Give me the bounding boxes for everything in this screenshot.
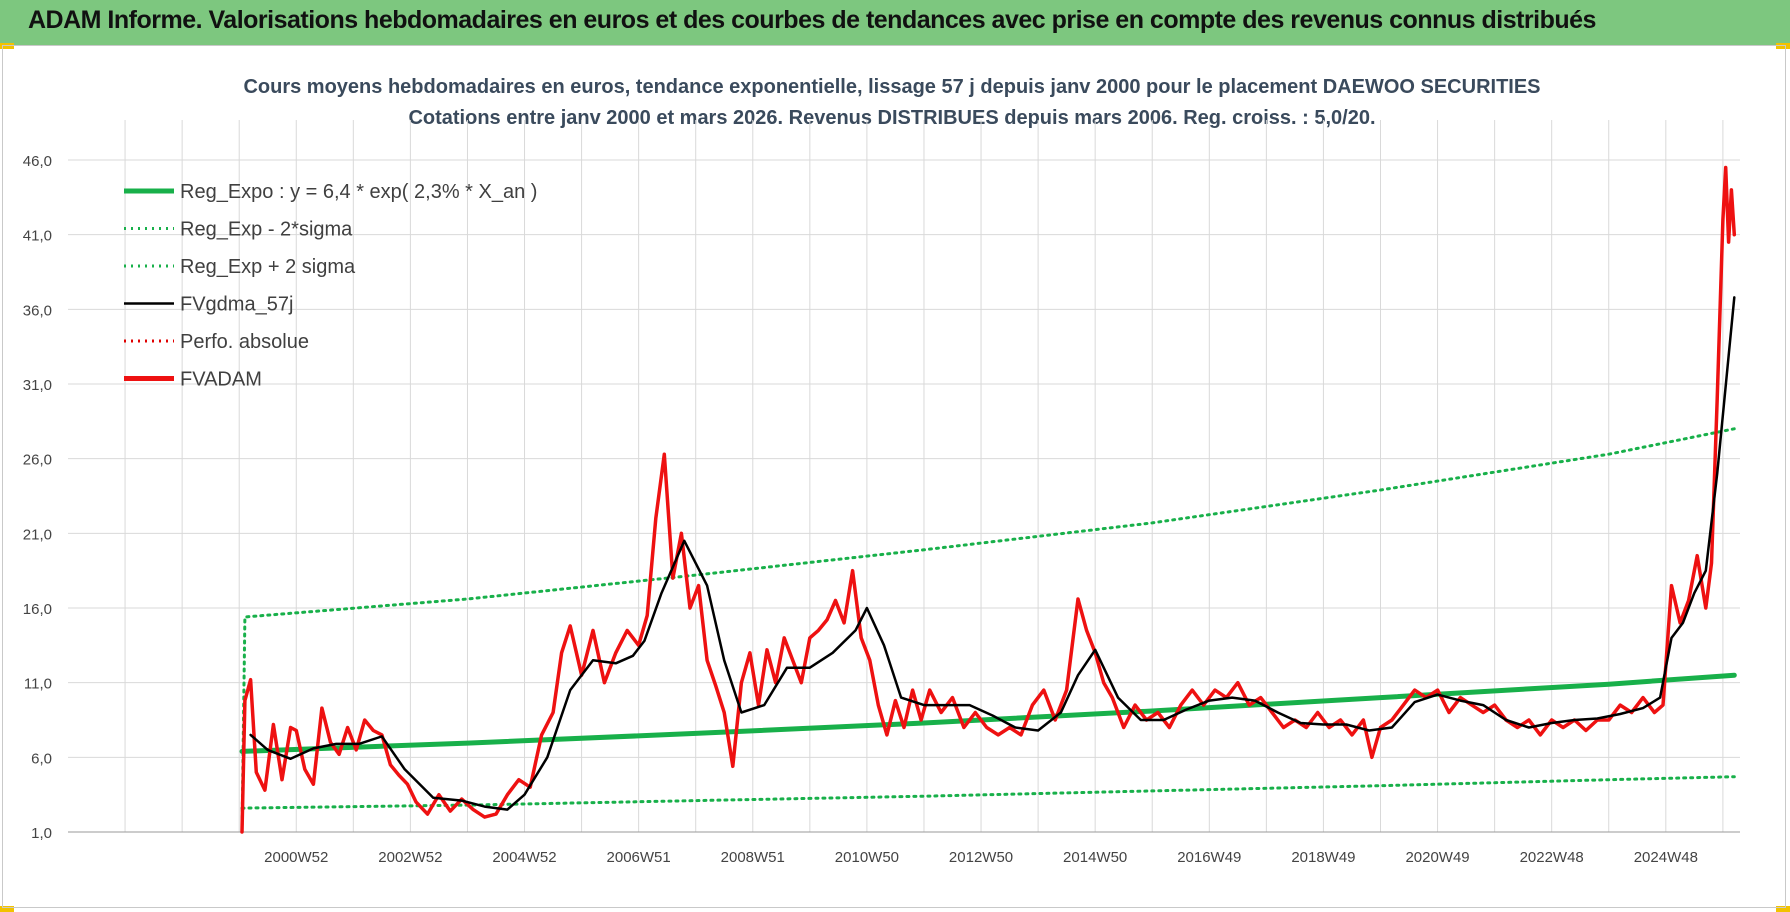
chart-subtitle: Cotations entre janv 2000 et mars 2026. …	[408, 107, 1375, 129]
legend-label: FVgdma_57j	[180, 294, 293, 316]
series-line-3	[249, 296, 1736, 811]
x-tick-label: 2024W48	[1634, 849, 1698, 866]
x-tick-label: 2008W51	[721, 849, 785, 866]
legend-label: Reg_Exp + 2 sigma	[180, 256, 356, 278]
y-tick-label: 46,0	[23, 153, 52, 170]
y-tick-label: 11,0	[24, 676, 52, 693]
x-tick-label: 2010W50	[835, 849, 899, 866]
x-tick-label: 2016W49	[1177, 849, 1241, 866]
y-tick-label: 31,0	[23, 377, 52, 394]
legend-label: Reg_Expo : y = 6,4 * exp( 2,3% * X_an )	[180, 181, 537, 203]
chart-title: Cours moyens hebdomadaires en euros, ten…	[243, 76, 1540, 98]
y-tick-label: 1,0	[31, 825, 52, 842]
y-tick-label: 6,0	[31, 750, 52, 767]
report-banner-title: ADAM Informe. Valorisations hebdomadaire…	[28, 6, 1596, 34]
report-banner: ADAM Informe. Valorisations hebdomadaire…	[0, 0, 1790, 46]
x-tick-label: 2020W49	[1405, 849, 1469, 866]
chart-frame	[2, 45, 1786, 908]
x-tick-label: 2018W49	[1291, 849, 1355, 866]
corner-marker-bottom-left	[0, 906, 14, 912]
x-tick-label: 2004W52	[492, 849, 556, 866]
corner-marker-top-left	[0, 43, 14, 49]
y-tick-label: 36,0	[23, 302, 52, 319]
legend-label: Reg_Exp - 2*sigma	[180, 219, 353, 241]
x-tick-label: 2014W50	[1063, 849, 1127, 866]
x-tick-label: 2012W50	[949, 849, 1013, 866]
y-tick-label: 21,0	[23, 526, 52, 543]
series-line-0	[239, 672, 1737, 754]
corner-marker-top-right	[1776, 43, 1790, 49]
legend-label: Perfo. absolue	[180, 331, 309, 353]
x-tick-label: 2006W51	[607, 849, 671, 866]
x-tick-label: 2002W52	[378, 849, 442, 866]
y-tick-label: 26,0	[23, 452, 52, 469]
plot-area	[239, 165, 1737, 834]
corner-marker-bottom-right	[1776, 906, 1790, 912]
x-tick-label: 2022W48	[1520, 849, 1584, 866]
x-axis-ticks: 2000W52 2002W52 2004W52 2006W51 2008W51 2010W…	[264, 849, 1698, 866]
chart-legend: Reg_Expo : y = 6,4 * exp( 2,3% * X_an ) R…	[124, 181, 537, 391]
legend-label: FVADAM	[180, 369, 262, 391]
y-tick-label: 41,0	[23, 228, 52, 245]
series-line-1	[240, 775, 1736, 810]
series-line-5	[240, 165, 1737, 834]
y-tick-label: 16,0	[23, 601, 52, 618]
series-line-2	[240, 427, 1736, 834]
y-axis-ticks: 1,0 6,0 11,0 16,0 21,0 26,0 31,0 36,0 41,0 46,0	[23, 153, 52, 842]
x-tick-label: 2000W52	[264, 849, 328, 866]
